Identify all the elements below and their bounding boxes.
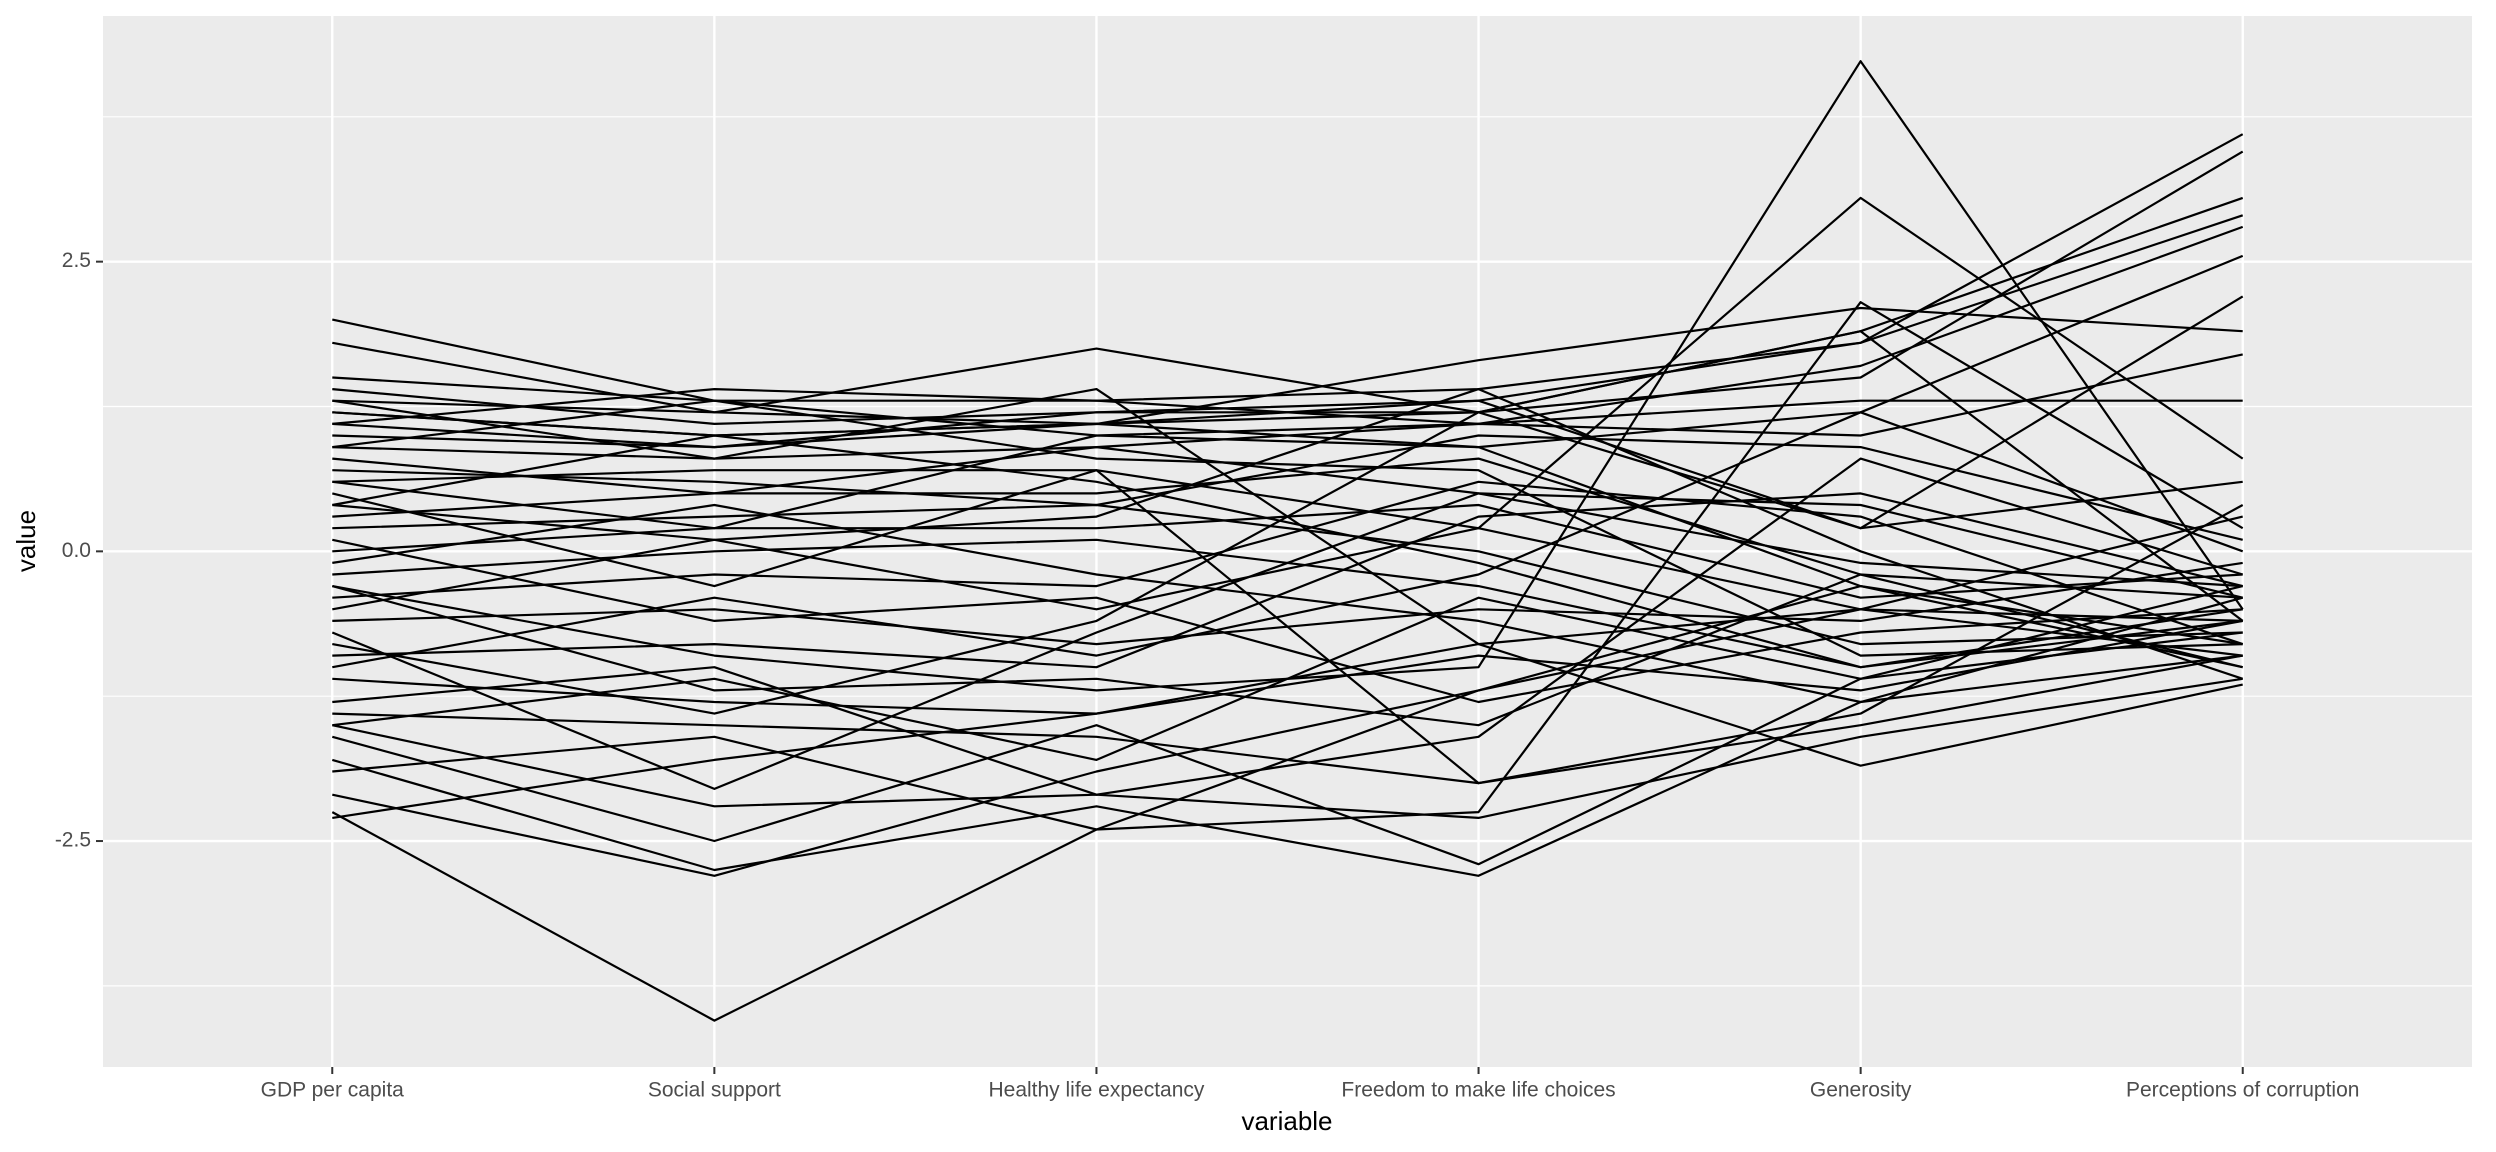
series-line [332, 503, 2243, 646]
series-line [332, 480, 2244, 646]
series-line [332, 434, 2243, 541]
x-tick-label: GDP per capita [261, 1079, 405, 1102]
series-line [332, 654, 2243, 785]
series-line [332, 434, 2243, 669]
series-line [332, 196, 2244, 611]
series-line [332, 254, 2244, 449]
x-tick-label: Freedom to make life choices [1341, 1079, 1615, 1102]
series-line [332, 196, 2244, 425]
x-tick-label: Perceptions of corruption [2126, 1079, 2359, 1102]
series-line [332, 306, 2243, 449]
series-line [332, 411, 2244, 669]
x-axis-title: variable [1241, 1106, 1332, 1136]
series-line [332, 301, 2244, 831]
series-line [332, 631, 2243, 866]
series-line [332, 295, 2244, 530]
series-line [332, 585, 2243, 761]
series-line [332, 411, 2243, 669]
y-axis-title: value [11, 510, 41, 572]
series-line [332, 388, 2243, 646]
plot-panel [103, 16, 2472, 1067]
x-tick-label: Healthy life expectancy [988, 1079, 1204, 1102]
series-line [332, 469, 2244, 785]
series-line [332, 399, 2243, 657]
y-tick-label: 2.5 [62, 249, 91, 272]
series-line [332, 457, 2243, 599]
series-line [332, 573, 2243, 727]
series-line [332, 677, 2243, 819]
series-line [332, 585, 2243, 877]
series-line [331, 596, 2243, 877]
series-line [331, 492, 2243, 790]
y-tick-label: -2.5 [55, 829, 91, 852]
series-line [332, 538, 2243, 704]
x-tick-label: Generosity [1810, 1079, 1912, 1102]
series-line [332, 492, 2243, 669]
series-line [332, 503, 2243, 704]
series-line [332, 214, 2244, 402]
x-tick-label: Social support [648, 1079, 781, 1102]
series-line [332, 388, 2244, 680]
series-line [332, 399, 2243, 530]
series-line [332, 225, 2244, 425]
y-tick-label: 0.0 [62, 539, 91, 562]
